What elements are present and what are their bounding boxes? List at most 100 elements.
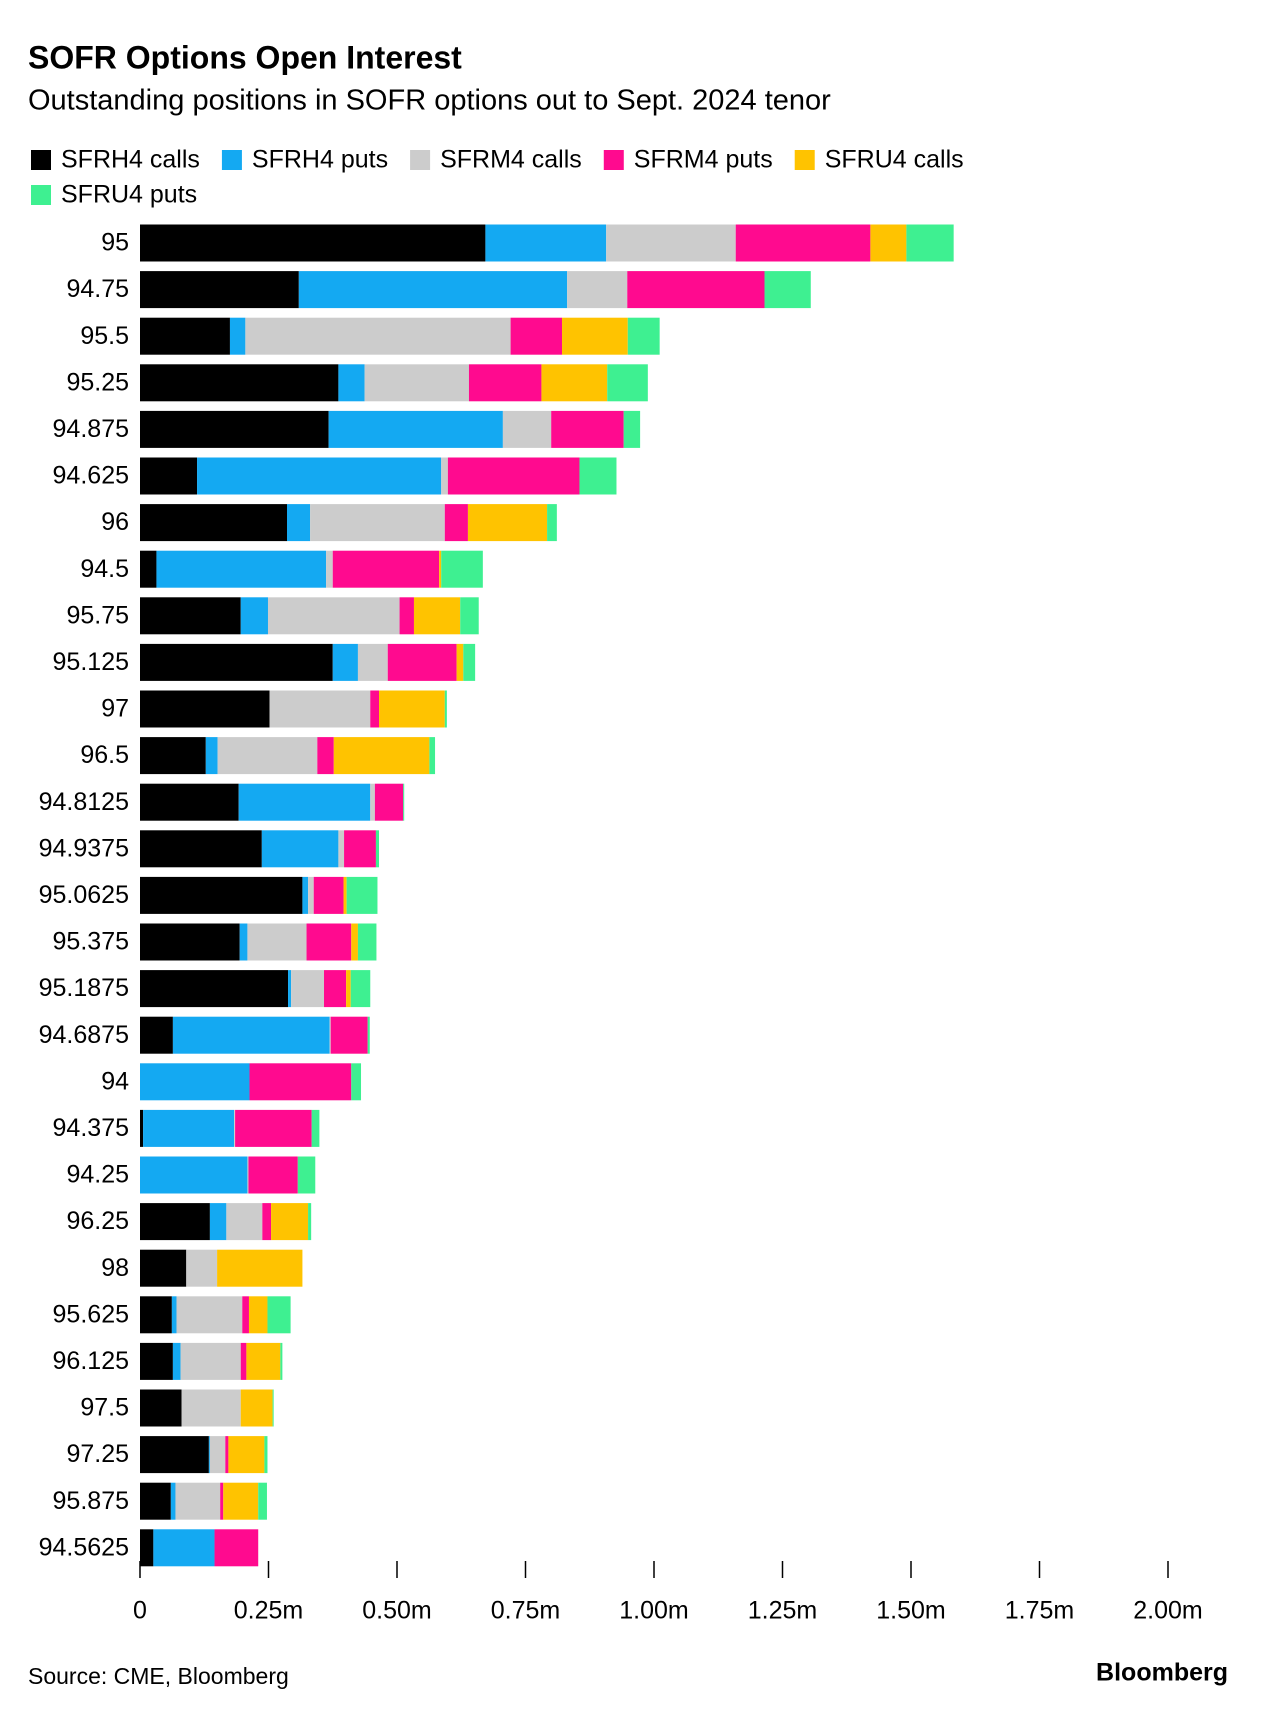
- bar-segment: [209, 1436, 226, 1474]
- legend-label: SFRH4 puts: [252, 146, 388, 174]
- bar-segment: [330, 1016, 368, 1054]
- bar-segment: [627, 317, 660, 355]
- bar-segment: [226, 1203, 263, 1241]
- bar-segment: [209, 1203, 227, 1241]
- bar-segment: [460, 597, 479, 635]
- bar-segment: [140, 1063, 250, 1101]
- bar-segment: [623, 410, 641, 448]
- bar-segment: [317, 737, 334, 775]
- bar-segment: [502, 410, 552, 448]
- category-label: 96.25: [66, 1207, 129, 1235]
- bar-segment: [140, 783, 239, 821]
- x-tick-label: 0: [133, 1597, 147, 1625]
- bar-segment: [338, 364, 365, 402]
- bar-segment: [351, 923, 358, 961]
- legend-label: SFRH4 calls: [61, 146, 200, 174]
- category-label: 94.5625: [39, 1533, 129, 1561]
- category-label: 97.25: [66, 1440, 129, 1468]
- bar-segment: [551, 410, 624, 448]
- category-label: 94.375: [53, 1114, 129, 1142]
- category-label: 95.375: [53, 928, 129, 956]
- bar-segment: [332, 643, 358, 681]
- bar-segment: [288, 970, 292, 1008]
- bar-segment: [370, 690, 380, 728]
- bar-segment: [140, 224, 486, 262]
- legend-label: SFRM4 calls: [440, 146, 582, 174]
- x-tick-label: 0.50m: [362, 1597, 431, 1625]
- x-tick-label: 1.25m: [748, 1597, 817, 1625]
- bar-segment: [247, 923, 307, 961]
- bar-segment: [338, 830, 345, 868]
- bar-segment: [140, 830, 262, 868]
- bar-segment: [313, 876, 344, 914]
- bar-segment: [346, 876, 378, 914]
- bar-segment: [346, 970, 351, 1008]
- bar-segment: [153, 1529, 215, 1567]
- bar-segment: [208, 1436, 210, 1474]
- category-label: 95.875: [53, 1487, 129, 1515]
- bar-segment: [245, 317, 511, 355]
- bar-segment: [229, 317, 246, 355]
- x-tick-label: 1.50m: [876, 1597, 945, 1625]
- bar-segment: [140, 690, 270, 728]
- bar-segment: [140, 737, 206, 775]
- bar-segment: [181, 1389, 241, 1427]
- bar-segment: [140, 1249, 187, 1287]
- bar-segment: [197, 457, 442, 495]
- bar-segment: [607, 364, 648, 402]
- bar-segment: [280, 1342, 283, 1380]
- bar-segment: [310, 504, 445, 542]
- bar-segment: [140, 364, 339, 402]
- bar-segment: [264, 1436, 268, 1474]
- category-label: 96.5: [80, 741, 129, 769]
- bar-segment: [308, 1203, 312, 1241]
- bar-segment: [240, 597, 268, 635]
- legend-swatch: [31, 150, 51, 170]
- bar-segment: [441, 457, 448, 495]
- bar-segment: [140, 457, 198, 495]
- category-label: 94.5: [80, 555, 129, 583]
- bar-segment: [735, 224, 871, 262]
- bar-segment: [329, 1016, 331, 1054]
- bar-segment: [239, 923, 248, 961]
- category-label: 95.5: [80, 322, 129, 350]
- bar-segment: [906, 224, 954, 262]
- logo: Bloomberg: [1096, 1659, 1228, 1687]
- legend-swatch: [410, 150, 431, 170]
- bar-segment: [297, 1156, 316, 1194]
- bar-segment: [240, 1389, 273, 1427]
- bar-segment: [176, 1296, 243, 1334]
- bar-segment: [444, 690, 447, 728]
- bar-segment: [357, 643, 388, 681]
- bar-segment: [328, 410, 503, 448]
- bar-segment: [242, 1296, 249, 1334]
- bar-segment: [172, 1016, 330, 1054]
- bar-segment: [485, 224, 607, 262]
- bar-segment: [249, 1063, 352, 1101]
- legend-swatch: [794, 150, 815, 170]
- category-label: 97: [101, 695, 129, 723]
- bar-segment: [261, 830, 339, 868]
- bar-segment: [248, 1296, 268, 1334]
- bar-segment: [399, 597, 414, 635]
- category-label: 94.9375: [39, 834, 129, 862]
- bar-segment: [140, 970, 289, 1008]
- bar-segment: [246, 1342, 281, 1380]
- category-label: 94.6875: [39, 1021, 129, 1049]
- bar-segment: [140, 1296, 172, 1334]
- bar-segment: [367, 1016, 370, 1054]
- bar-segment: [429, 737, 436, 775]
- bar-segment: [364, 364, 469, 402]
- bar-segment: [298, 271, 568, 309]
- category-label: 95.0625: [39, 881, 129, 909]
- category-label: 94.875: [53, 415, 129, 443]
- bar-segment: [510, 317, 562, 355]
- bar-segment: [143, 1109, 235, 1147]
- bar-segment: [186, 1249, 218, 1287]
- bar-segment: [357, 923, 377, 961]
- bar-segment: [287, 504, 311, 542]
- bar-segment: [140, 550, 157, 588]
- bar-segment: [468, 364, 542, 402]
- bar-segment: [238, 783, 371, 821]
